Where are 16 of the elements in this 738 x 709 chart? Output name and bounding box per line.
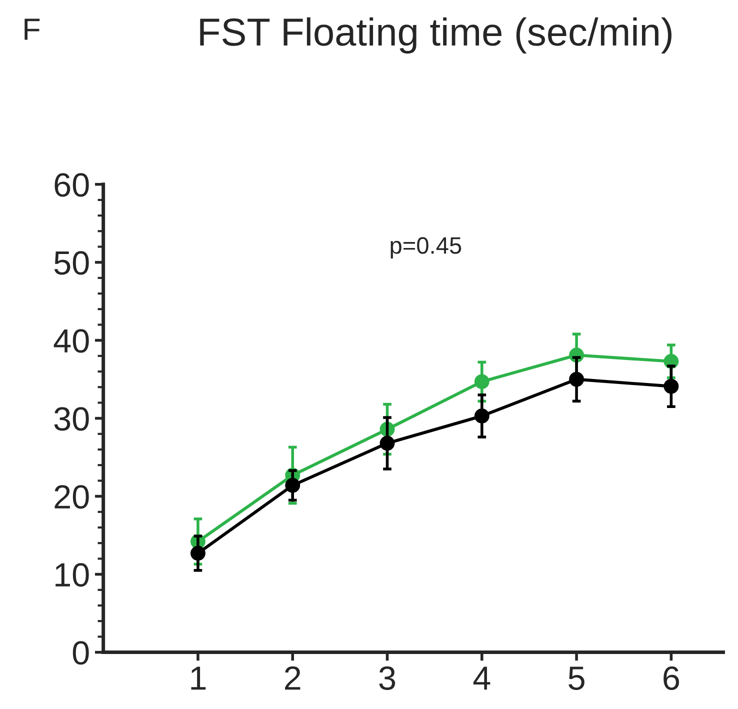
chart-title: FST Floating time (sec/min): [200, 17, 672, 54]
x-tick-label: 1: [191, 666, 206, 690]
x-tick-label: 3: [379, 666, 396, 690]
y-tick-label: 60: [54, 173, 89, 197]
y-tick-label: 10: [56, 563, 89, 587]
x-tick-label: 2: [285, 666, 300, 690]
x-tick-label: 4: [473, 666, 490, 690]
x-tick-label: 5: [568, 666, 584, 690]
annotation: p=0.45: [390, 237, 462, 259]
y-tick-label: 20: [54, 485, 89, 509]
text: F: [24, 18, 40, 40]
y-tick-label: 0: [72, 641, 89, 665]
x-tick-label: 6: [664, 666, 679, 690]
y-tick-label: 40: [54, 329, 89, 353]
y-tick-label: 50: [54, 251, 89, 275]
y-tick-label: 30: [54, 407, 89, 431]
